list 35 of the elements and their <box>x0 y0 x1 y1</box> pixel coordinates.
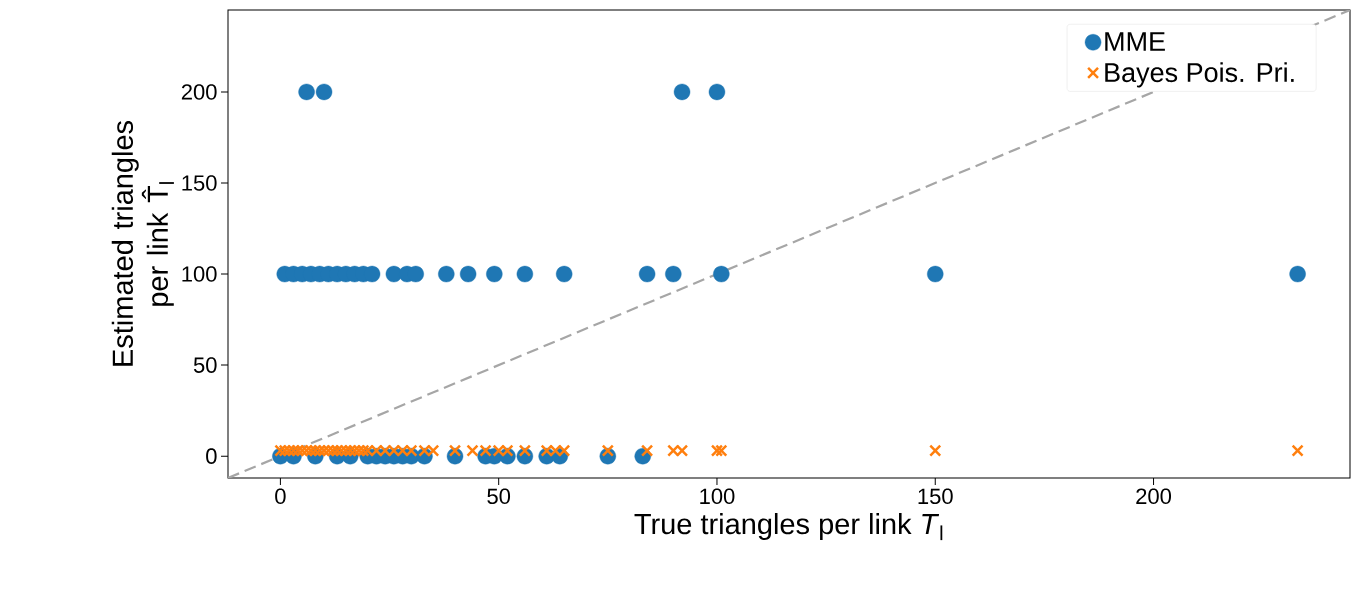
point <box>315 83 333 101</box>
x-axis-title: True triangles per link T$_{l}$ <box>634 512 943 541</box>
point <box>710 444 724 457</box>
point <box>459 265 477 283</box>
point <box>929 444 942 457</box>
point <box>638 265 656 283</box>
point <box>516 265 534 283</box>
point <box>298 83 315 101</box>
x-tick-label: 200 <box>1136 488 1172 505</box>
point <box>518 444 532 457</box>
y-tick-label: 200 <box>181 84 217 100</box>
x-tick-label: 0 <box>275 488 286 505</box>
point <box>486 265 503 283</box>
y-tick-label: 50 <box>193 357 217 373</box>
point <box>555 265 573 283</box>
point <box>1291 444 1304 457</box>
legend-label: MME <box>1105 32 1165 51</box>
point <box>601 444 615 457</box>
x-tick-label: 100 <box>700 488 735 505</box>
y-tick-label: 0 <box>206 448 217 464</box>
point <box>673 83 691 101</box>
y-axis-title: Estimated triangles per link T̂$_{l}$ <box>111 120 174 366</box>
point <box>1289 265 1306 283</box>
point <box>640 444 654 457</box>
point <box>438 265 455 283</box>
point <box>713 265 730 283</box>
legend-label: Bayes Pois. Pri. <box>1105 62 1294 88</box>
point <box>448 444 462 457</box>
point <box>665 265 682 283</box>
x-tick-label: 150 <box>918 488 953 505</box>
y-tick-label: 150 <box>182 175 217 191</box>
point <box>927 265 944 283</box>
point <box>708 83 726 101</box>
y-tick-label: 100 <box>182 266 217 282</box>
x-tick-label: 50 <box>487 488 511 505</box>
